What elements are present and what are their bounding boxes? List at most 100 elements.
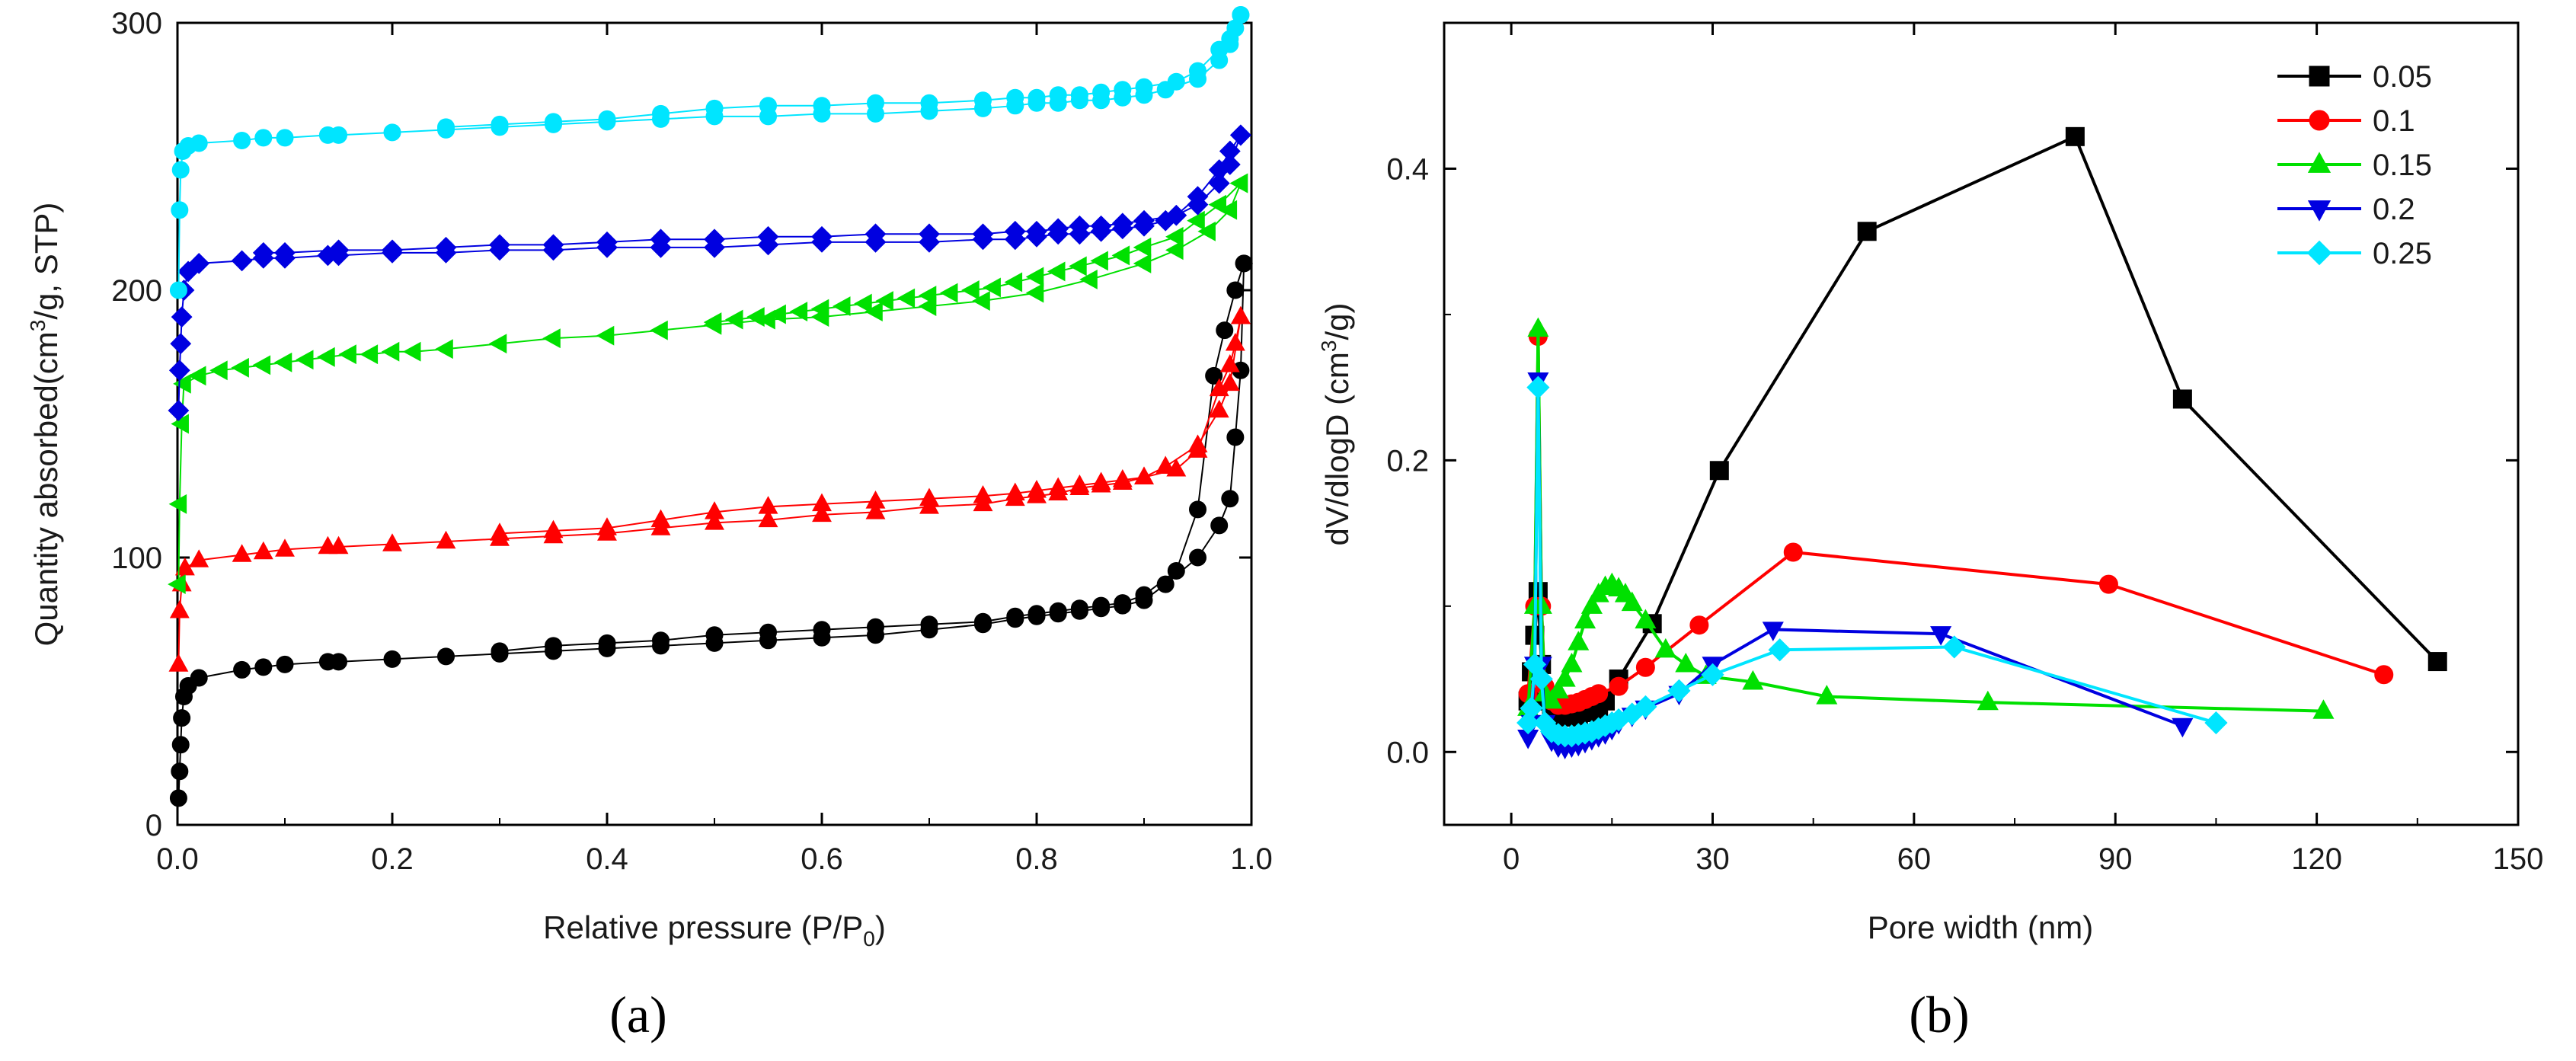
legend-label: 0.25 [2373, 237, 2432, 270]
panel-a-point-0.25 [1070, 86, 1088, 104]
panel-a-adsorption-line-0.05 [177, 263, 1245, 798]
panel-a-point-0.25 [759, 97, 777, 115]
panel-a-point-0.15 [1090, 251, 1108, 271]
panel-b-line-0.15 [1526, 329, 2324, 713]
legend-item-0.05: 0.05 [2277, 60, 2432, 94]
panel-b-point-0.2 [1930, 626, 1952, 646]
panel-a-point-0.15 [1047, 261, 1066, 282]
panel-a-point-0.2 [231, 250, 253, 272]
panel-a-point-0.15 [865, 302, 883, 322]
panel-b-point-0.25 [1701, 663, 1724, 686]
panel-b-series-0.25 [1517, 376, 2228, 748]
panel-a-point-0.2 [1026, 220, 1047, 242]
legend-label: 0.15 [2373, 149, 2432, 182]
panel-b-point-0.05 [1709, 461, 1729, 481]
panel-a-point-0.05 [1092, 596, 1111, 615]
panel-a-point-0.15 [338, 344, 356, 365]
legend-label: 0.05 [2373, 60, 2432, 94]
panel-a-point-0.05 [1135, 586, 1153, 604]
panel-b-x-tick-label: 90 [2098, 842, 2133, 876]
panel-a-point-0.15 [875, 291, 893, 311]
panel-a-point-0.1 [1134, 466, 1154, 484]
panel-b-series [1517, 126, 2447, 759]
panel-a-point-0.25 [1189, 62, 1207, 80]
panel-a-point-0.2 [274, 241, 296, 264]
panel-a-point-0.1 [650, 509, 671, 528]
panel-a-point-0.15 [488, 334, 507, 354]
panel-a-point-0.2 [1165, 204, 1187, 226]
panel-a-point-0.05 [867, 618, 884, 636]
panel-a-point-0.25 [491, 115, 509, 133]
panel-a-point-0.15 [1187, 210, 1205, 231]
panel-b-point-0.15 [1574, 609, 1596, 629]
panel-a-point-0.1 [232, 544, 252, 562]
panel-b-point-0.1 [1589, 684, 1609, 704]
panel-a-ticks: 0.0 0.2 0.4 0.6 0.8 1.0 0 100 200 300 [111, 7, 1273, 876]
panel-b-x-tick-label: 150 [2493, 842, 2544, 876]
panel-a-point-0.1 [919, 487, 939, 507]
panel-a-point-0.05 [171, 736, 190, 754]
panel-a-label: (a) [609, 986, 666, 1043]
panel-a-point-0.15 [896, 288, 916, 308]
panel-a-point-0.15 [168, 494, 187, 514]
panel-a-point-0.05 [974, 612, 992, 631]
panel-b-legend: 0.05 0.1 0.15 0.2 0.25 [2277, 60, 2432, 270]
panel-a-point-0.15 [1219, 200, 1238, 220]
panel-b-point-0.15 [1580, 594, 1603, 614]
panel-a-point-0.1 [1225, 332, 1245, 351]
panel-a-point-0.25 [867, 94, 884, 112]
panel-a-point-0.1 [253, 541, 273, 560]
panel-b-series-0.15 [1517, 317, 2335, 719]
panel-a-x-tick-label: 0.0 [156, 842, 199, 876]
panel-a-y-tick-label: 300 [111, 7, 162, 40]
panel-b-point-0.25 [1529, 667, 1553, 691]
panel-b-point-0.25 [1520, 696, 1543, 720]
panel-a-x-tick-label: 0.4 [586, 842, 628, 876]
panel-a-x-axis-title: Relative pressure (P/P0) [543, 909, 886, 951]
panel-a-point-0.15 [703, 312, 722, 333]
panel-a-point-0.25 [1221, 30, 1239, 48]
panel-a-point-0.05 [1210, 516, 1229, 535]
panel-b-y-tick-label: 0.4 [1386, 152, 1429, 186]
panel-a-point-0.25 [437, 118, 455, 136]
panel-a-point-0.1 [1230, 305, 1251, 324]
panel-b-series-0.1 [1518, 327, 2394, 715]
panel-a-point-0.1 [1027, 480, 1047, 498]
panel-b-point-0.25 [1942, 635, 1966, 659]
panel-a-point-0.05 [598, 634, 616, 652]
panel-a-point-0.15 [1229, 173, 1248, 193]
panel-a-point-0.05 [759, 623, 777, 641]
panel-b-point-0.1 [2098, 574, 2118, 594]
panel-b-line-0.05 [1526, 134, 2439, 719]
panel-a-y-tick-label: 0 [145, 809, 162, 842]
panel-a-point-0.05 [1006, 607, 1024, 625]
panel-a-point-0.05 [920, 615, 938, 634]
panel-a-point-0.2 [1133, 209, 1155, 232]
panel-a-point-0.15 [209, 360, 228, 381]
panel-b-point-0.2 [2172, 717, 2194, 738]
panel-b-y-tick-label: 0.2 [1386, 444, 1429, 478]
panel-a-point-0.1 [169, 599, 190, 618]
panel-a: 0.0 0.2 0.4 0.6 0.8 1.0 0 100 200 300 Relative pr… [26, 5, 1273, 1043]
panel-a-series-0.2 [168, 124, 1251, 421]
legend-marker [2309, 66, 2330, 87]
panel-a-point-0.1 [1155, 455, 1176, 474]
panel-a-point-0.15 [1069, 256, 1087, 276]
panel-a-point-0.25 [598, 110, 616, 128]
panel-a-point-0.2 [811, 225, 833, 248]
panel-a-point-0.2 [1219, 154, 1241, 175]
panel-b-point-0.15 [1675, 652, 1697, 673]
panel-a-point-0.15 [1165, 240, 1184, 260]
panel-a-adsorption-line-0.1 [177, 316, 1242, 665]
panel-a-point-0.25 [276, 129, 294, 147]
panel-a-y-axis-title-rest: /g, STP) [28, 203, 64, 320]
panel-a-y-axis-title-superscript: 3 [26, 320, 50, 332]
panel-a-point-0.25 [545, 113, 562, 131]
panel-b-point-0.15 [1654, 638, 1676, 658]
panel-b-x-axis-title: Pore width (nm) [1868, 909, 2093, 945]
panel-a-point-0.05 [1221, 490, 1239, 508]
panel-a-point-0.15 [168, 574, 186, 595]
panel-b-point-0.25 [1526, 376, 1550, 399]
panel-b-point-0.1 [1635, 657, 1655, 677]
panel-a-point-0.15 [252, 355, 271, 376]
